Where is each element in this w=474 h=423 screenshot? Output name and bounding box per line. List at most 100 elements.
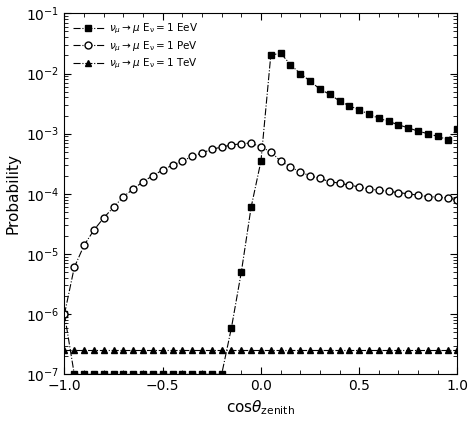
$\nu_\mu \rightarrow \mu\ \mathrm{E_\nu=1\ TeV}$ (228, 348, 234, 353)
$\nu_\mu \rightarrow \mu\ \mathrm{E_\nu=1\ EeV}$ (219, 372, 225, 377)
$\nu_\mu \rightarrow \mu\ \mathrm{E_\nu=1\ PeV}$ (307, 173, 313, 178)
$\nu_\mu \rightarrow \mu\ \mathrm{E_\nu=1\ TeV}$ (356, 348, 362, 353)
$\nu_\mu \rightarrow \mu\ \mathrm{E_\nu=1\ PeV}$ (209, 147, 215, 152)
$\nu_\mu \rightarrow \mu\ \mathrm{E_\nu=1\ TeV}$ (199, 348, 205, 353)
$\nu_\mu \rightarrow \mu\ \mathrm{E_\nu=1\ PeV}$ (386, 189, 392, 194)
$\nu_\mu \rightarrow \mu\ \mathrm{E_\nu=1\ TeV}$ (130, 348, 136, 353)
$\nu_\mu \rightarrow \mu\ \mathrm{E_\nu=1\ PeV}$ (396, 190, 401, 195)
$\nu_\mu \rightarrow \mu\ \mathrm{E_\nu=1\ PeV}$ (120, 194, 126, 199)
$\nu_\mu \rightarrow \mu\ \mathrm{E_\nu=1\ EeV}$ (346, 103, 352, 108)
$\nu_\mu \rightarrow \mu\ \mathrm{E_\nu=1\ TeV}$ (425, 348, 431, 353)
$\nu_\mu \rightarrow \mu\ \mathrm{E_\nu=1\ EeV}$ (62, 312, 67, 317)
$\nu_\mu \rightarrow \mu\ \mathrm{E_\nu=1\ TeV}$ (62, 348, 67, 353)
$\nu_\mu \rightarrow \mu\ \mathrm{E_\nu=1\ TeV}$ (219, 348, 225, 353)
$\nu_\mu \rightarrow \mu\ \mathrm{E_\nu=1\ PeV}$ (288, 165, 293, 170)
$\nu_\mu \rightarrow \mu\ \mathrm{E_\nu=1\ TeV}$ (209, 348, 215, 353)
$\nu_\mu \rightarrow \mu\ \mathrm{E_\nu=1\ EeV}$ (199, 372, 205, 377)
$\nu_\mu \rightarrow \mu\ \mathrm{E_\nu=1\ EeV}$ (170, 372, 175, 377)
$\nu_\mu \rightarrow \mu\ \mathrm{E_\nu=1\ TeV}$ (81, 348, 87, 353)
$\nu_\mu \rightarrow \mu\ \mathrm{E_\nu=1\ PeV}$ (228, 143, 234, 148)
$\nu_\mu \rightarrow \mu\ \mathrm{E_\nu=1\ EeV}$ (180, 372, 185, 377)
$\nu_\mu \rightarrow \mu\ \mathrm{E_\nu=1\ EeV}$ (356, 107, 362, 112)
$\nu_\mu \rightarrow \mu\ \mathrm{E_\nu=1\ PeV}$ (170, 162, 175, 168)
$\nu_\mu \rightarrow \mu\ \mathrm{E_\nu=1\ TeV}$ (396, 348, 401, 353)
$\nu_\mu \rightarrow \mu\ \mathrm{E_\nu=1\ TeV}$ (435, 348, 441, 353)
$\nu_\mu \rightarrow \mu\ \mathrm{E_\nu=1\ PeV}$ (405, 191, 411, 196)
$\nu_\mu \rightarrow \mu\ \mathrm{E_\nu=1\ PeV}$ (317, 176, 323, 181)
$\nu_\mu \rightarrow \mu\ \mathrm{E_\nu=1\ EeV}$ (278, 50, 283, 55)
$\nu_\mu \rightarrow \mu\ \mathrm{E_\nu=1\ PeV}$ (297, 170, 303, 175)
$\nu_\mu \rightarrow \mu\ \mathrm{E_\nu=1\ EeV}$ (337, 99, 342, 104)
$\nu_\mu \rightarrow \mu\ \mathrm{E_\nu=1\ EeV}$ (140, 372, 146, 377)
$\nu_\mu \rightarrow \mu\ \mathrm{E_\nu=1\ EeV}$ (425, 131, 431, 136)
$\nu_\mu \rightarrow \mu\ \mathrm{E_\nu=1\ TeV}$ (91, 348, 97, 353)
$\nu_\mu \rightarrow \mu\ \mathrm{E_\nu=1\ PeV}$ (62, 312, 67, 317)
$\nu_\mu \rightarrow \mu\ \mathrm{E_\nu=1\ TeV}$ (376, 348, 382, 353)
$\nu_\mu \rightarrow \mu\ \mathrm{E_\nu=1\ TeV}$ (111, 348, 117, 353)
$\nu_\mu \rightarrow \mu\ \mathrm{E_\nu=1\ TeV}$ (445, 348, 450, 353)
$\nu_\mu \rightarrow \mu\ \mathrm{E_\nu=1\ EeV}$ (258, 159, 264, 164)
$\nu_\mu \rightarrow \mu\ \mathrm{E_\nu=1\ PeV}$ (455, 197, 460, 202)
$\nu_\mu \rightarrow \mu\ \mathrm{E_\nu=1\ EeV}$ (238, 269, 244, 275)
$\nu_\mu \rightarrow \mu\ \mathrm{E_\nu=1\ PeV}$ (346, 182, 352, 187)
$\nu_\mu \rightarrow \mu\ \mathrm{E_\nu=1\ EeV}$ (248, 205, 254, 210)
$\nu_\mu \rightarrow \mu\ \mathrm{E_\nu=1\ EeV}$ (445, 137, 450, 142)
$\nu_\mu \rightarrow \mu\ \mathrm{E_\nu=1\ EeV}$ (366, 112, 372, 117)
$\nu_\mu \rightarrow \mu\ \mathrm{E_\nu=1\ PeV}$ (337, 181, 342, 186)
Line: $\nu_\mu \rightarrow \mu\ \mathrm{E_\nu=1\ TeV}$: $\nu_\mu \rightarrow \mu\ \mathrm{E_\nu=… (62, 348, 460, 353)
$\nu_\mu \rightarrow \mu\ \mathrm{E_\nu=1\ TeV}$ (150, 348, 156, 353)
$\nu_\mu \rightarrow \mu\ \mathrm{E_\nu=1\ EeV}$ (405, 125, 411, 130)
$\nu_\mu \rightarrow \mu\ \mathrm{E_\nu=1\ EeV}$ (386, 119, 392, 124)
$\nu_\mu \rightarrow \mu\ \mathrm{E_\nu=1\ PeV}$ (219, 145, 225, 150)
$\nu_\mu \rightarrow \mu\ \mathrm{E_\nu=1\ PeV}$ (327, 179, 333, 184)
$\nu_\mu \rightarrow \mu\ \mathrm{E_\nu=1\ EeV}$ (288, 62, 293, 67)
$\nu_\mu \rightarrow \mu\ \mathrm{E_\nu=1\ TeV}$ (415, 348, 421, 353)
$\nu_\mu \rightarrow \mu\ \mathrm{E_\nu=1\ TeV}$ (386, 348, 392, 353)
$\nu_\mu \rightarrow \mu\ \mathrm{E_\nu=1\ EeV}$ (111, 372, 117, 377)
$\nu_\mu \rightarrow \mu\ \mathrm{E_\nu=1\ EeV}$ (189, 372, 195, 377)
$\nu_\mu \rightarrow \mu\ \mathrm{E_\nu=1\ EeV}$ (307, 79, 313, 84)
$\nu_\mu \rightarrow \mu\ \mathrm{E_\nu=1\ EeV}$ (130, 372, 136, 377)
$\nu_\mu \rightarrow \mu\ \mathrm{E_\nu=1\ TeV}$ (170, 348, 175, 353)
$\nu_\mu \rightarrow \mu\ \mathrm{E_\nu=1\ PeV}$ (72, 265, 77, 270)
$\nu_\mu \rightarrow \mu\ \mathrm{E_\nu=1\ PeV}$ (189, 154, 195, 159)
$\nu_\mu \rightarrow \mu\ \mathrm{E_\nu=1\ PeV}$ (366, 187, 372, 192)
$\nu_\mu \rightarrow \mu\ \mathrm{E_\nu=1\ EeV}$ (120, 372, 126, 377)
$\nu_\mu \rightarrow \mu\ \mathrm{E_\nu=1\ TeV}$ (72, 348, 77, 353)
$\nu_\mu \rightarrow \mu\ \mathrm{E_\nu=1\ EeV}$ (160, 372, 165, 377)
$\nu_\mu \rightarrow \mu\ \mathrm{E_\nu=1\ TeV}$ (366, 348, 372, 353)
$\nu_\mu \rightarrow \mu\ \mathrm{E_\nu=1\ PeV}$ (140, 179, 146, 184)
$\nu_\mu \rightarrow \mu\ \mathrm{E_\nu=1\ EeV}$ (150, 372, 156, 377)
$\nu_\mu \rightarrow \mu\ \mathrm{E_\nu=1\ EeV}$ (268, 53, 273, 58)
$\nu_\mu \rightarrow \mu\ \mathrm{E_\nu=1\ PeV}$ (376, 188, 382, 193)
$\nu_\mu \rightarrow \mu\ \mathrm{E_\nu=1\ TeV}$ (120, 348, 126, 353)
$\nu_\mu \rightarrow \mu\ \mathrm{E_\nu=1\ PeV}$ (91, 228, 97, 233)
$\nu_\mu \rightarrow \mu\ \mathrm{E_\nu=1\ TeV}$ (346, 348, 352, 353)
$\nu_\mu \rightarrow \mu\ \mathrm{E_\nu=1\ EeV}$ (435, 134, 441, 139)
$\nu_\mu \rightarrow \mu\ \mathrm{E_\nu=1\ TeV}$ (278, 348, 283, 353)
$\nu_\mu \rightarrow \mu\ \mathrm{E_\nu=1\ PeV}$ (150, 173, 156, 178)
$\nu_\mu \rightarrow \mu\ \mathrm{E_\nu=1\ EeV}$ (415, 129, 421, 134)
$\nu_\mu \rightarrow \mu\ \mathrm{E_\nu=1\ TeV}$ (317, 348, 323, 353)
$\nu_\mu \rightarrow \mu\ \mathrm{E_\nu=1\ TeV}$ (101, 348, 107, 353)
$\nu_\mu \rightarrow \mu\ \mathrm{E_\nu=1\ PeV}$ (258, 145, 264, 150)
Legend: $\nu_\mu \rightarrow \mu\ \mathrm{E_\nu=1\ EeV}$, $\nu_\mu \rightarrow \mu\ \mat: $\nu_\mu \rightarrow \mu\ \mathrm{E_\nu=… (70, 19, 201, 74)
$\nu_\mu \rightarrow \mu\ \mathrm{E_\nu=1\ TeV}$ (297, 348, 303, 353)
$\nu_\mu \rightarrow \mu\ \mathrm{E_\nu=1\ EeV}$ (297, 71, 303, 76)
Line: $\nu_\mu \rightarrow \mu\ \mathrm{E_\nu=1\ EeV}$: $\nu_\mu \rightarrow \mu\ \mathrm{E_\nu=… (61, 49, 461, 378)
$\nu_\mu \rightarrow \mu\ \mathrm{E_\nu=1\ PeV}$ (415, 192, 421, 198)
$\nu_\mu \rightarrow \mu\ \mathrm{E_\nu=1\ TeV}$ (140, 348, 146, 353)
$\nu_\mu \rightarrow \mu\ \mathrm{E_\nu=1\ PeV}$ (435, 195, 441, 200)
Y-axis label: Probability: Probability (6, 154, 20, 234)
$\nu_\mu \rightarrow \mu\ \mathrm{E_\nu=1\ PeV}$ (278, 159, 283, 164)
Line: $\nu_\mu \rightarrow \mu\ \mathrm{E_\nu=1\ PeV}$: $\nu_\mu \rightarrow \mu\ \mathrm{E_\nu=… (61, 140, 461, 318)
$\nu_\mu \rightarrow \mu\ \mathrm{E_\nu=1\ PeV}$ (425, 194, 431, 199)
$\nu_\mu \rightarrow \mu\ \mathrm{E_\nu=1\ TeV}$ (288, 348, 293, 353)
$\nu_\mu \rightarrow \mu\ \mathrm{E_\nu=1\ EeV}$ (317, 87, 323, 92)
$\nu_\mu \rightarrow \mu\ \mathrm{E_\nu=1\ TeV}$ (268, 348, 273, 353)
$\nu_\mu \rightarrow \mu\ \mathrm{E_\nu=1\ EeV}$ (396, 122, 401, 127)
$\nu_\mu \rightarrow \mu\ \mathrm{E_\nu=1\ PeV}$ (248, 140, 254, 146)
$\nu_\mu \rightarrow \mu\ \mathrm{E_\nu=1\ TeV}$ (189, 348, 195, 353)
$\nu_\mu \rightarrow \mu\ \mathrm{E_\nu=1\ EeV}$ (455, 126, 460, 132)
$\nu_\mu \rightarrow \mu\ \mathrm{E_\nu=1\ EeV}$ (228, 325, 234, 330)
